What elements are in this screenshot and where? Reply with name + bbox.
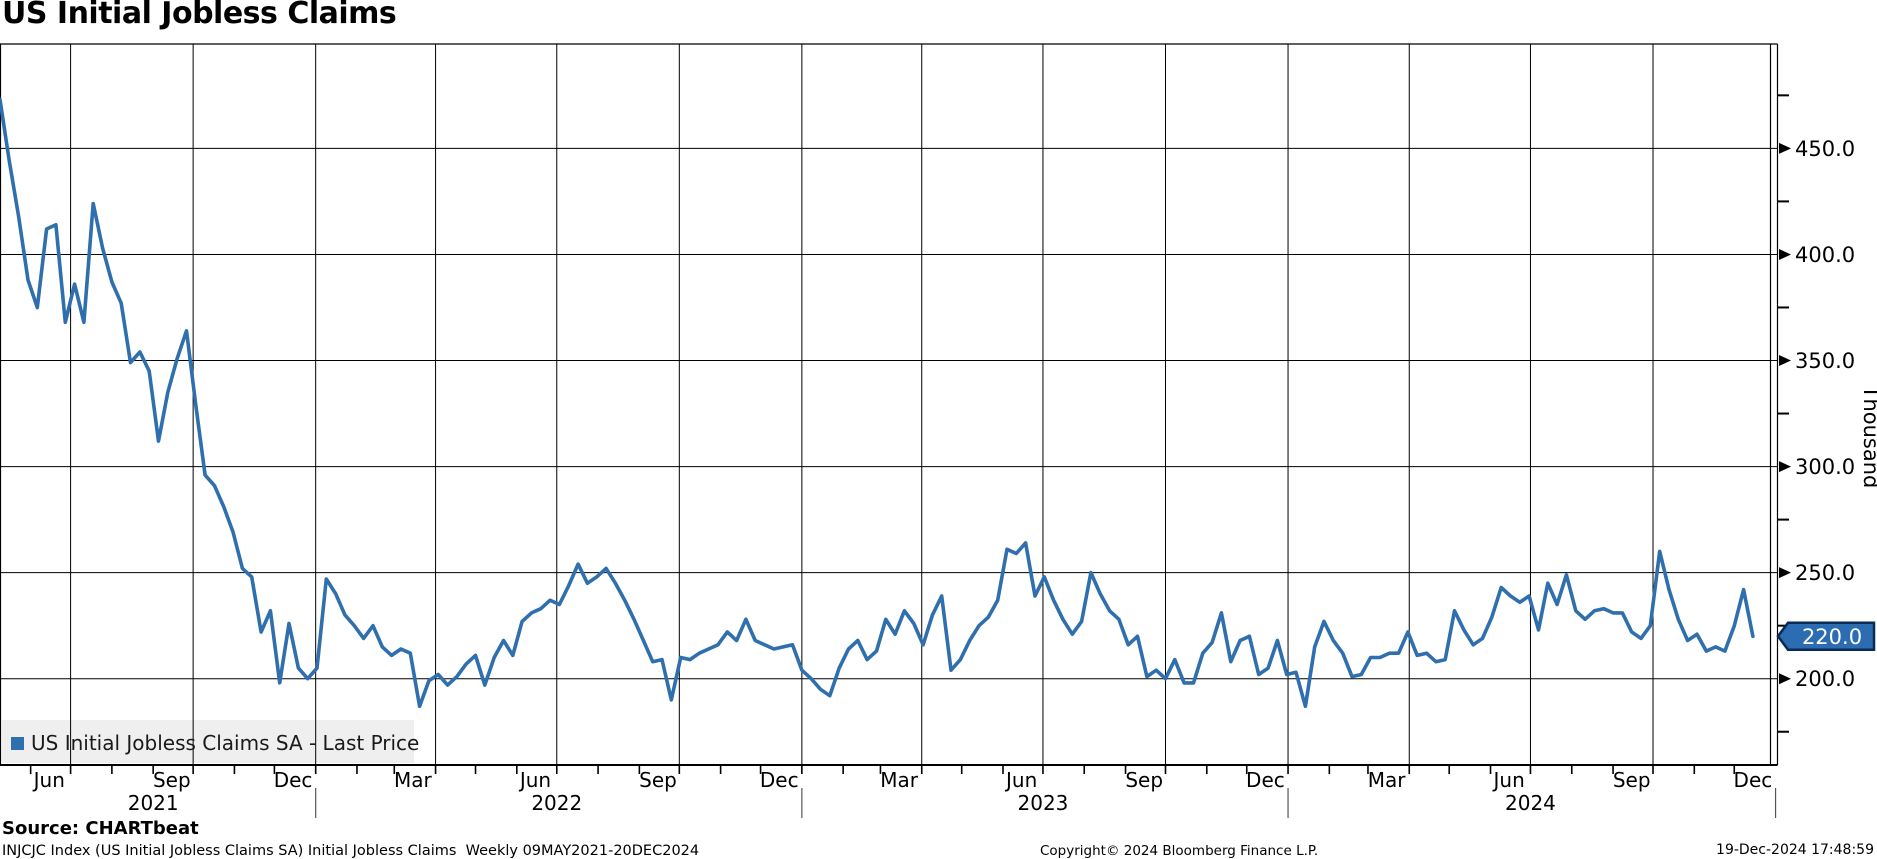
month-label: Sep: [1613, 768, 1651, 792]
legend-label: US Initial Jobless Claims SA - Last Pric…: [31, 731, 420, 755]
series-swatch-icon: [11, 736, 24, 750]
y-tick-arrow-icon: [1779, 567, 1791, 579]
y-axis-unit-label: Thousand: [1859, 385, 1877, 489]
month-label: Dec: [274, 768, 313, 792]
y-tick-arrow-icon: [1779, 461, 1791, 473]
month-label: Mar: [880, 768, 919, 792]
y-tick-arrow-icon: [1779, 248, 1791, 260]
month-label: Sep: [153, 768, 191, 792]
y-tick-arrow-icon: [1779, 142, 1791, 154]
month-label: Jun: [518, 768, 551, 792]
y-tick-label: 250.0: [1795, 561, 1855, 585]
month-label: Mar: [394, 768, 433, 792]
legend-item[interactable]: US Initial Jobless Claims SA - Last Pric…: [11, 731, 419, 755]
y-tick-label: 450.0: [1795, 137, 1855, 161]
month-label: Jun: [32, 768, 65, 792]
month-label: Sep: [639, 768, 677, 792]
month-label: Jun: [1004, 768, 1037, 792]
month-label: Sep: [1125, 768, 1163, 792]
month-label: Mar: [1368, 768, 1407, 792]
month-label: Jun: [1492, 768, 1525, 792]
month-label: Dec: [760, 768, 799, 792]
y-tick-label: 350.0: [1795, 349, 1855, 373]
year-label: 2023: [1018, 791, 1069, 815]
y-tick-label: 400.0: [1795, 243, 1855, 267]
year-label: 2024: [1505, 791, 1556, 815]
security-description: INJCJC Index (US Initial Jobless Claims …: [2, 843, 700, 859]
y-tick-arrow-icon: [1779, 355, 1791, 367]
price-badge: [1776, 621, 1876, 652]
y-tick-label: 300.0: [1795, 455, 1855, 479]
chart-title: US Initial Jobless Claims: [2, 0, 397, 31]
year-label: 2021: [128, 791, 179, 815]
data-line: [0, 97, 1755, 709]
month-label: Dec: [1246, 768, 1285, 792]
source-text: Source: CHARTbeat: [2, 818, 199, 839]
year-label: 2022: [531, 791, 582, 815]
timestamp-text: 19-Dec-2024 17:48:59: [1716, 842, 1874, 858]
y-tick-arrow-icon: [1779, 673, 1791, 685]
month-label: Dec: [1734, 768, 1773, 792]
price-badge-value: 220.0: [1802, 625, 1862, 649]
copyright-text: Copyright© 2024 Bloomberg Finance L.P.: [1040, 843, 1319, 859]
y-tick-label: 200.0: [1795, 667, 1855, 691]
